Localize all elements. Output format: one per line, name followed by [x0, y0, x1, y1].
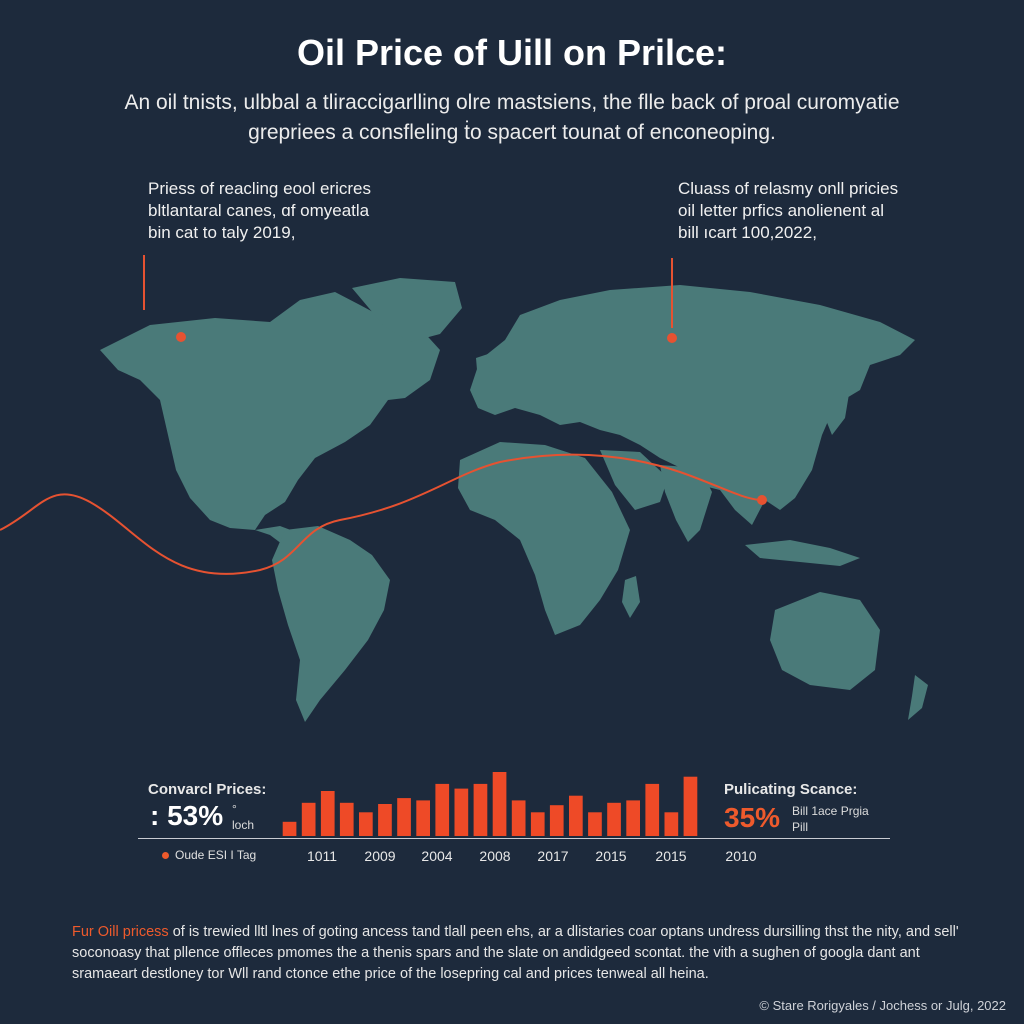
bar	[282, 821, 297, 836]
left-stat-sub-2: loch	[232, 818, 255, 832]
annotation-left-line-3: bin cat to taly 2019,	[148, 223, 296, 242]
axis-divider	[138, 838, 890, 839]
right-stat-value: 35%	[724, 802, 781, 833]
chart-subtitle: An oil tnists, ulbbal a tliraccigarlling…	[124, 91, 900, 144]
continents	[100, 278, 928, 722]
x-tick-label: 1011	[306, 848, 338, 864]
world-map	[0, 255, 928, 722]
x-tick-label: 2015	[595, 848, 627, 864]
annotation-left-line-2: bltlantaral canes, ɑf omyeatla	[148, 201, 370, 220]
north-america	[100, 292, 440, 530]
x-tick-label: 2004	[421, 848, 453, 864]
annotation-left: Priess of reacling eool ericres bltlanta…	[148, 178, 408, 244]
body-highlight: Fur Oill pricess	[72, 924, 169, 940]
new-zealand	[908, 675, 928, 720]
indonesia	[745, 540, 860, 566]
bar	[378, 804, 392, 836]
bar	[664, 812, 679, 836]
legend: Oude ESI I Tag	[162, 848, 256, 862]
bar	[645, 783, 660, 836]
bar	[435, 783, 450, 836]
legend-dot-icon	[162, 851, 169, 859]
australia	[770, 592, 880, 690]
left-stat-label: Convarcl Prices:	[148, 781, 267, 798]
asia-marker	[757, 495, 767, 505]
japan	[826, 380, 850, 435]
bar	[511, 800, 526, 836]
body-paragraph: Fur Oill pricess of is trewied lltl lnes…	[72, 922, 972, 985]
bar	[320, 791, 335, 836]
south-america	[272, 526, 390, 722]
bar	[454, 788, 469, 836]
bar	[588, 812, 602, 836]
chart-title: Oil Price of Uill on Prilce:	[296, 32, 728, 73]
uk-isles	[476, 354, 490, 382]
left-stat-sub-1: °	[232, 802, 237, 816]
bar	[683, 776, 698, 836]
credit-line: © Stare Rorigyales / Jochess or Julg, 20…	[759, 998, 1006, 1013]
eurasia	[470, 285, 915, 525]
price-route-line	[0, 255, 761, 575]
north-america-marker	[176, 332, 186, 342]
body-text: of is trewied lltl lnes of goting ancess…	[72, 924, 959, 982]
bar	[607, 802, 621, 836]
x-tick-label: 2017	[537, 848, 569, 864]
right-stat-label: Pulicating Scance:	[724, 781, 858, 798]
annotation-right: Cluass of relasmy onll pricies oil lette…	[678, 178, 938, 244]
x-tick-label: 2010	[725, 848, 757, 864]
annotation-right-line-2: oil letter prfics anolienent al	[678, 201, 885, 220]
russia-marker	[667, 333, 677, 343]
bar	[549, 805, 564, 836]
right-stat-sub-2: Pill	[792, 820, 809, 834]
legend-label: Oude ESI I Tag	[175, 848, 257, 862]
greenland	[352, 278, 462, 342]
bar	[339, 802, 354, 836]
annotation-left-line-1: Priess of reacling eool ericres	[148, 179, 371, 198]
annotation-right-line-3: bill ıcart 100,2022,	[678, 223, 817, 242]
x-tick-label: 2015	[655, 848, 687, 864]
left-stat-value: : 53%	[150, 800, 224, 831]
bar	[530, 812, 545, 836]
right-stat-sub-1: Bill 1ace Prgia	[792, 804, 869, 818]
bar	[626, 800, 640, 836]
arabia	[600, 450, 668, 510]
bar	[492, 772, 507, 836]
x-tick-label: 2008	[479, 848, 511, 864]
bar-chart	[282, 772, 698, 836]
bar	[473, 783, 488, 836]
india	[660, 465, 712, 542]
madagascar	[622, 576, 640, 618]
bar	[359, 812, 373, 836]
bar	[301, 802, 316, 836]
annotation-right-line-1: Cluass of relasmy onll pricies	[678, 179, 899, 198]
bar	[397, 798, 411, 836]
x-tick-label: 2009	[364, 848, 396, 864]
africa	[458, 442, 630, 635]
bar	[569, 795, 583, 836]
bar	[416, 800, 430, 836]
